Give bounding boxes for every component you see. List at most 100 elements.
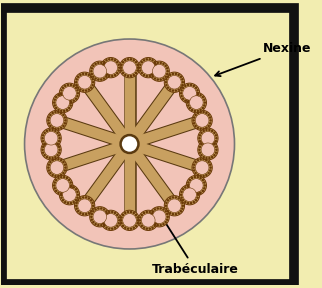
Circle shape <box>199 111 202 113</box>
Circle shape <box>156 224 159 226</box>
Circle shape <box>62 87 64 89</box>
Circle shape <box>211 144 213 147</box>
Circle shape <box>208 157 211 159</box>
Circle shape <box>155 222 157 225</box>
Circle shape <box>189 107 191 109</box>
Circle shape <box>165 204 167 207</box>
Circle shape <box>137 67 139 69</box>
Circle shape <box>77 194 79 196</box>
Circle shape <box>203 181 205 184</box>
Circle shape <box>70 187 72 190</box>
Circle shape <box>135 225 137 227</box>
Circle shape <box>172 196 174 199</box>
Circle shape <box>88 74 90 76</box>
Circle shape <box>199 140 201 142</box>
Circle shape <box>103 77 105 80</box>
Circle shape <box>150 213 153 215</box>
Circle shape <box>62 114 65 116</box>
Circle shape <box>165 202 168 204</box>
Circle shape <box>167 75 181 89</box>
Circle shape <box>70 98 72 101</box>
Circle shape <box>138 219 141 221</box>
Circle shape <box>127 211 129 213</box>
Circle shape <box>118 69 120 72</box>
Circle shape <box>162 223 165 226</box>
Circle shape <box>70 202 72 204</box>
Circle shape <box>197 159 199 162</box>
Circle shape <box>60 194 62 196</box>
Circle shape <box>122 61 124 63</box>
Circle shape <box>90 207 110 227</box>
Circle shape <box>76 196 79 199</box>
Circle shape <box>79 212 82 214</box>
Circle shape <box>43 154 46 156</box>
Circle shape <box>194 93 196 96</box>
Circle shape <box>90 75 92 78</box>
Circle shape <box>143 59 145 62</box>
Circle shape <box>156 67 158 69</box>
Circle shape <box>166 213 168 215</box>
Circle shape <box>100 62 103 64</box>
Circle shape <box>207 161 210 163</box>
Circle shape <box>139 216 142 219</box>
Circle shape <box>211 130 213 132</box>
Circle shape <box>207 172 210 174</box>
Circle shape <box>44 143 58 157</box>
Circle shape <box>203 104 205 107</box>
Circle shape <box>199 109 202 111</box>
Circle shape <box>105 59 108 62</box>
Circle shape <box>146 228 148 230</box>
Circle shape <box>184 186 187 189</box>
Circle shape <box>138 210 158 230</box>
Circle shape <box>136 69 139 72</box>
Circle shape <box>209 119 212 122</box>
Circle shape <box>143 226 145 229</box>
Circle shape <box>199 94 202 96</box>
Circle shape <box>165 221 167 223</box>
Circle shape <box>165 78 168 81</box>
Circle shape <box>79 88 82 91</box>
Circle shape <box>209 166 212 169</box>
Circle shape <box>122 214 124 216</box>
Circle shape <box>166 215 169 218</box>
Circle shape <box>180 199 182 202</box>
Circle shape <box>68 107 71 109</box>
Circle shape <box>67 84 69 86</box>
Circle shape <box>190 100 192 103</box>
Circle shape <box>148 75 151 77</box>
Circle shape <box>68 190 71 192</box>
Circle shape <box>54 158 57 160</box>
Circle shape <box>90 61 110 81</box>
Circle shape <box>108 75 110 77</box>
Circle shape <box>199 192 202 194</box>
Circle shape <box>151 75 154 78</box>
Circle shape <box>184 99 187 102</box>
Circle shape <box>182 97 185 100</box>
Circle shape <box>52 92 73 113</box>
Circle shape <box>58 151 60 154</box>
Circle shape <box>51 140 54 143</box>
Circle shape <box>64 99 67 102</box>
Circle shape <box>165 65 167 67</box>
Circle shape <box>55 96 58 98</box>
Circle shape <box>197 112 199 114</box>
Circle shape <box>187 202 189 204</box>
Circle shape <box>48 157 51 159</box>
Circle shape <box>53 187 56 190</box>
Circle shape <box>57 192 60 194</box>
Circle shape <box>57 128 60 130</box>
Circle shape <box>165 84 168 86</box>
Circle shape <box>193 116 195 119</box>
Circle shape <box>186 175 206 196</box>
Circle shape <box>57 158 60 160</box>
Circle shape <box>183 188 196 202</box>
Circle shape <box>182 87 185 89</box>
Circle shape <box>119 58 140 78</box>
Circle shape <box>202 190 204 192</box>
Circle shape <box>48 169 50 172</box>
Circle shape <box>162 208 165 211</box>
Circle shape <box>94 62 97 65</box>
Circle shape <box>111 211 114 213</box>
Circle shape <box>195 87 197 89</box>
Circle shape <box>127 228 129 230</box>
